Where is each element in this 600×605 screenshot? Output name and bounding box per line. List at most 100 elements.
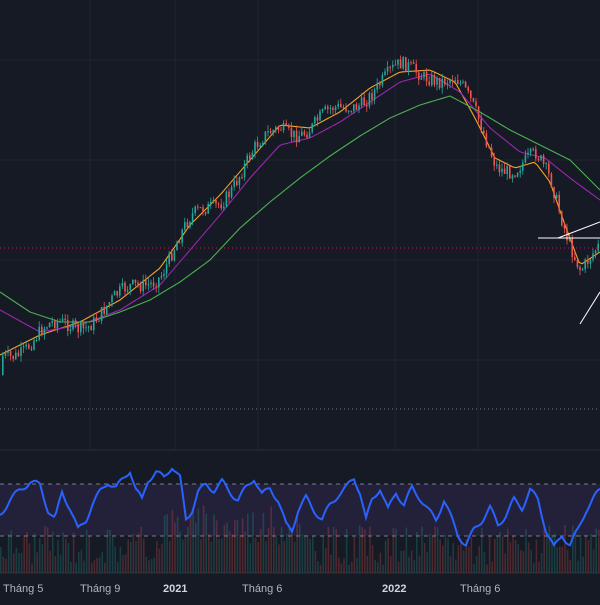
volume-bar [161,543,163,573]
volume-bar [49,550,51,573]
candle-body [428,81,430,86]
volume-bar [208,533,210,573]
trendline-drawing [557,221,600,239]
volume-bar [286,534,288,573]
reference-lines [0,247,600,410]
candle-body [420,77,423,80]
volume-bar [527,542,530,573]
candle-body [561,211,563,226]
volume-bar [176,516,179,573]
volume-bar [590,534,592,573]
candle-body [522,162,524,171]
candle-body [384,71,386,75]
candle-body [464,81,467,88]
candle-body [454,80,456,82]
volume-bar [62,532,64,573]
candle-body [51,321,53,323]
candle-body [581,269,584,271]
volume-bar [239,534,241,573]
candle-body [550,173,553,188]
volume-bar [382,564,384,573]
volume-bar [67,543,70,573]
volume-bar [26,532,28,573]
volume-bar [18,553,20,573]
candle-body [498,164,501,173]
volume-bar [122,555,124,573]
candle-body [158,277,160,288]
trendline-drawings[interactable] [538,221,600,325]
volume-bar [504,553,506,573]
candle-body [150,282,152,285]
volume-bar [36,552,38,573]
candle-body [524,154,527,163]
candle-body [217,203,220,205]
volume-bar [150,559,153,573]
volume-bar [59,554,62,573]
candle-body [303,131,306,135]
volume-bar [465,539,467,573]
volume-bar [522,551,525,573]
candle-body [85,327,87,329]
candle-body [38,326,40,340]
candle-body [438,77,441,88]
candle-body [402,57,404,69]
volume-bar [106,529,109,573]
volume-bar [332,526,335,573]
candle-body [553,187,555,199]
volume-bar [345,529,348,573]
time-tick-label: Tháng 9 [80,583,120,595]
volume-bar [65,538,67,573]
volume-bar [327,526,330,573]
volume-bar [395,528,397,573]
candle-body [241,177,243,179]
volume-bar [330,554,332,573]
oscillator-pane[interactable] [0,467,600,573]
volume-bar [491,561,493,573]
candle-body [353,104,355,112]
candle-body [28,344,30,349]
candle-body [256,141,259,147]
candle-body [17,352,20,357]
candle-body [571,238,573,258]
volume-bar [124,554,127,573]
candle-body [186,222,189,228]
volume-bar [535,539,538,573]
candle-body [280,129,282,131]
volume-bar [231,534,233,573]
volume-bar [252,512,254,573]
candle-body [373,89,376,100]
volume-bar [481,527,483,573]
volume-bar [260,528,262,573]
volume-bar [598,529,600,573]
volume-bar [486,564,488,573]
candle-body [327,106,329,109]
volume-bar [473,564,475,573]
candle-body [587,259,589,264]
candle-body [444,78,446,85]
volume-bar [483,551,486,573]
volume-bar [538,561,540,573]
volume-bar [52,531,54,573]
volume-bar [262,512,265,573]
volume-bar [543,528,545,573]
trendline-drawing [579,291,600,325]
candle-body [30,348,33,350]
candle-body [43,328,46,336]
candle-body [116,291,118,296]
candle-body [168,253,170,265]
candle-body [532,148,534,150]
volume-bar [280,526,283,573]
candle-body [392,64,394,68]
time-tick-label: Tháng 6 [242,583,282,595]
candle-body [301,131,303,137]
volume-bar [257,541,259,573]
volume-bar [304,535,306,573]
volume-bar [413,560,415,573]
volume-bar [553,533,556,573]
candle-body [579,267,581,271]
volume-bar [585,534,587,573]
price-pane[interactable] [0,55,600,410]
candle-body [145,280,147,286]
candle-body [350,110,352,112]
candle-body [542,155,545,164]
